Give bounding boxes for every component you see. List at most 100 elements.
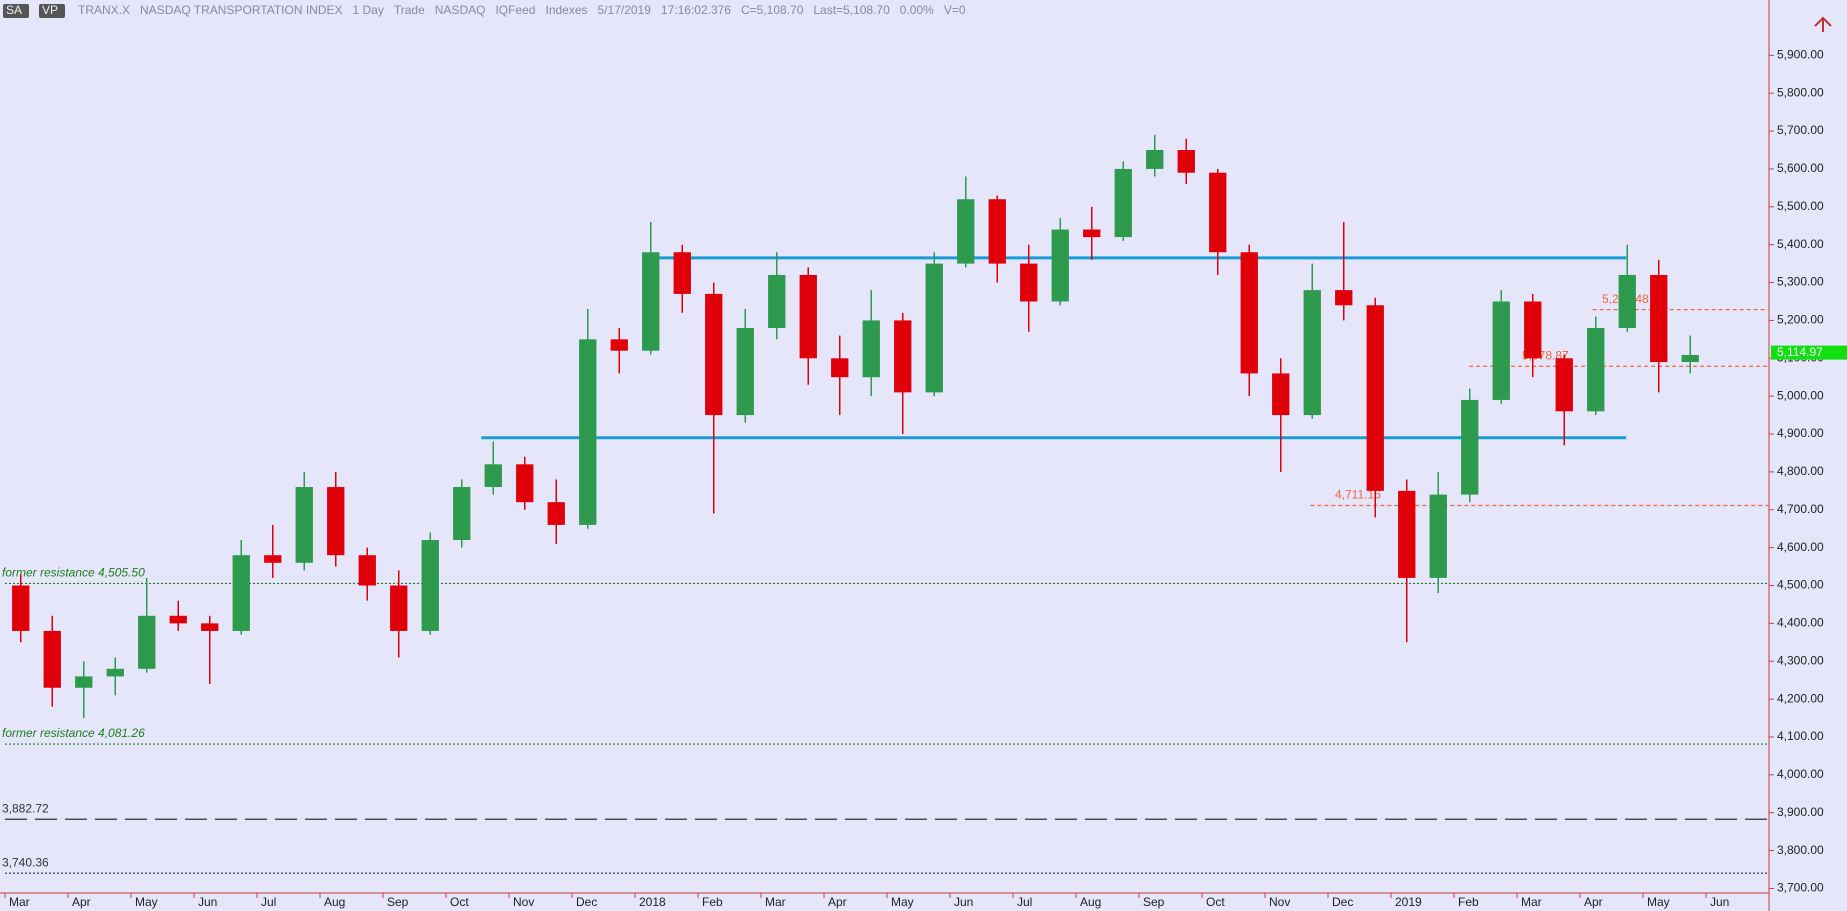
y-tick-label: 4,500.00 [1777, 578, 1824, 592]
x-tick-label: Nov [1269, 895, 1290, 909]
candle-body [957, 199, 975, 264]
x-tick-label: Apr [1584, 895, 1603, 909]
candle-body [579, 339, 597, 525]
candle-body [1146, 149, 1164, 169]
candle-body [1587, 327, 1605, 412]
candle-body [1303, 290, 1321, 416]
candle-body [925, 263, 943, 393]
candle-body [1681, 354, 1699, 363]
candle-body [232, 555, 250, 631]
header-text: TRANX.X [78, 3, 130, 17]
y-tick-label: 3,900.00 [1777, 805, 1824, 819]
candle-body [12, 585, 30, 631]
candle-body [862, 320, 880, 378]
x-tick-label: Sep [1143, 895, 1165, 909]
x-tick-label: 2018 [639, 895, 666, 909]
y-tick-label: 4,700.00 [1777, 502, 1824, 516]
y-tick-label: 4,000.00 [1777, 767, 1824, 781]
x-tick-label: Aug [324, 895, 345, 909]
candle-body [390, 585, 408, 631]
candle-body [358, 555, 376, 586]
candle-body [1114, 168, 1132, 238]
candle-body [673, 252, 691, 294]
x-tick-label: 2019 [1395, 895, 1422, 909]
candle-body [1524, 301, 1542, 359]
candle-body [1555, 358, 1573, 412]
y-tick-label: 5,500.00 [1777, 199, 1824, 213]
x-tick-label: May [135, 895, 158, 909]
x-tick-label: Mar [9, 895, 30, 909]
toolbar-label[interactable]: SA [6, 3, 22, 17]
candle-body [768, 274, 786, 328]
header-text: C=5,108.70 [741, 3, 804, 17]
candle-body [988, 199, 1006, 264]
y-tick-label: 5,300.00 [1777, 275, 1824, 289]
x-tick-label: May [891, 895, 914, 909]
y-tick-label: 5,400.00 [1777, 237, 1824, 251]
header-text: 17:16:02.376 [661, 3, 731, 17]
x-tick-label: Dec [1332, 895, 1353, 909]
header-text: NASDAQ [435, 3, 486, 17]
toolbar-label[interactable]: VP [42, 3, 58, 17]
candle-body [1209, 172, 1227, 253]
candle-body [1650, 274, 1668, 363]
nav-icon[interactable] [1814, 16, 1832, 32]
candle-body [1083, 229, 1101, 238]
candle-body [1240, 252, 1258, 374]
level-label: former resistance 4,081.26 [2, 726, 145, 740]
candle-body [1051, 229, 1069, 302]
candle-body [1618, 274, 1636, 328]
header-text: IQFeed [495, 3, 535, 17]
y-tick-label: 5,200.00 [1777, 313, 1824, 327]
x-tick-label: Feb [1458, 895, 1479, 909]
y-tick-label: 4,200.00 [1777, 691, 1824, 705]
header-text: 0.00% [900, 3, 934, 17]
y-tick-label: 3,700.00 [1777, 881, 1824, 895]
header-text: 1 Day [353, 3, 384, 17]
level-label: 3,740.36 [2, 855, 49, 869]
x-tick-label: Sep [387, 895, 409, 909]
header-text: 5/17/2019 [598, 3, 652, 17]
candle-body [421, 540, 439, 631]
x-tick-label: Jul [1017, 895, 1032, 909]
candle-body [1366, 305, 1384, 491]
y-tick-label: 5,900.00 [1777, 47, 1824, 61]
level-label: 4,711.16 [1335, 488, 1381, 502]
candle-body [1335, 290, 1353, 306]
candle-body [547, 502, 565, 525]
y-tick-label: 5,000.00 [1777, 388, 1824, 402]
x-tick-label: Oct [1206, 895, 1225, 909]
candle-body [894, 320, 912, 393]
toolbar-button[interactable] [39, 4, 65, 18]
x-tick-label: Jun [1710, 895, 1729, 909]
candle-body [516, 464, 534, 503]
y-tick-label: 5,600.00 [1777, 161, 1824, 175]
x-tick-label: May [1647, 895, 1670, 909]
candle-body [106, 668, 124, 677]
toolbar-button[interactable] [3, 4, 29, 18]
candle-body [736, 327, 754, 416]
candle-body [831, 358, 849, 378]
y-tick-label: 4,600.00 [1777, 540, 1824, 554]
candle-body [1272, 373, 1290, 416]
candle-body [484, 464, 502, 488]
x-tick-label: Mar [1521, 895, 1542, 909]
candle-body [453, 487, 471, 541]
header-text: V=0 [944, 3, 966, 17]
x-tick-label: Nov [513, 895, 534, 909]
x-tick-label: Apr [72, 895, 91, 909]
candle-body [1429, 494, 1447, 578]
level-label: former resistance 4,505.50 [2, 566, 145, 580]
candle-body [75, 676, 93, 688]
price-tag-label: 5,114.97 [1777, 345, 1823, 359]
y-tick-label: 4,300.00 [1777, 653, 1824, 667]
candle-body [327, 487, 345, 556]
candle-body [1398, 490, 1416, 578]
candle-body [705, 293, 723, 416]
candle-body [1461, 399, 1479, 495]
candle-body [642, 252, 660, 351]
y-tick-label: 5,800.00 [1777, 85, 1824, 99]
header-text: Last=5,108.70 [813, 3, 890, 17]
